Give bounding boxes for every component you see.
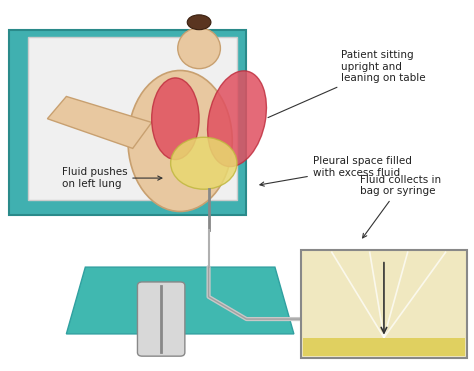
- FancyBboxPatch shape: [301, 250, 467, 358]
- Ellipse shape: [178, 28, 220, 69]
- FancyBboxPatch shape: [137, 282, 185, 356]
- Polygon shape: [9, 30, 246, 215]
- Ellipse shape: [208, 71, 266, 167]
- Text: Patient sitting
upright and
leaning on table: Patient sitting upright and leaning on t…: [268, 50, 426, 118]
- Polygon shape: [28, 37, 237, 200]
- Text: Fluid collects in
bag or syringe: Fluid collects in bag or syringe: [360, 175, 441, 238]
- Text: Pleural space filled
with excess fluid: Pleural space filled with excess fluid: [260, 156, 412, 186]
- Bar: [303, 338, 465, 356]
- Ellipse shape: [152, 78, 199, 160]
- Ellipse shape: [128, 70, 232, 211]
- Polygon shape: [66, 267, 294, 334]
- Ellipse shape: [171, 137, 237, 189]
- Polygon shape: [47, 96, 152, 148]
- Text: Fluid pushes
on left lung: Fluid pushes on left lung: [62, 167, 162, 189]
- Ellipse shape: [187, 15, 211, 30]
